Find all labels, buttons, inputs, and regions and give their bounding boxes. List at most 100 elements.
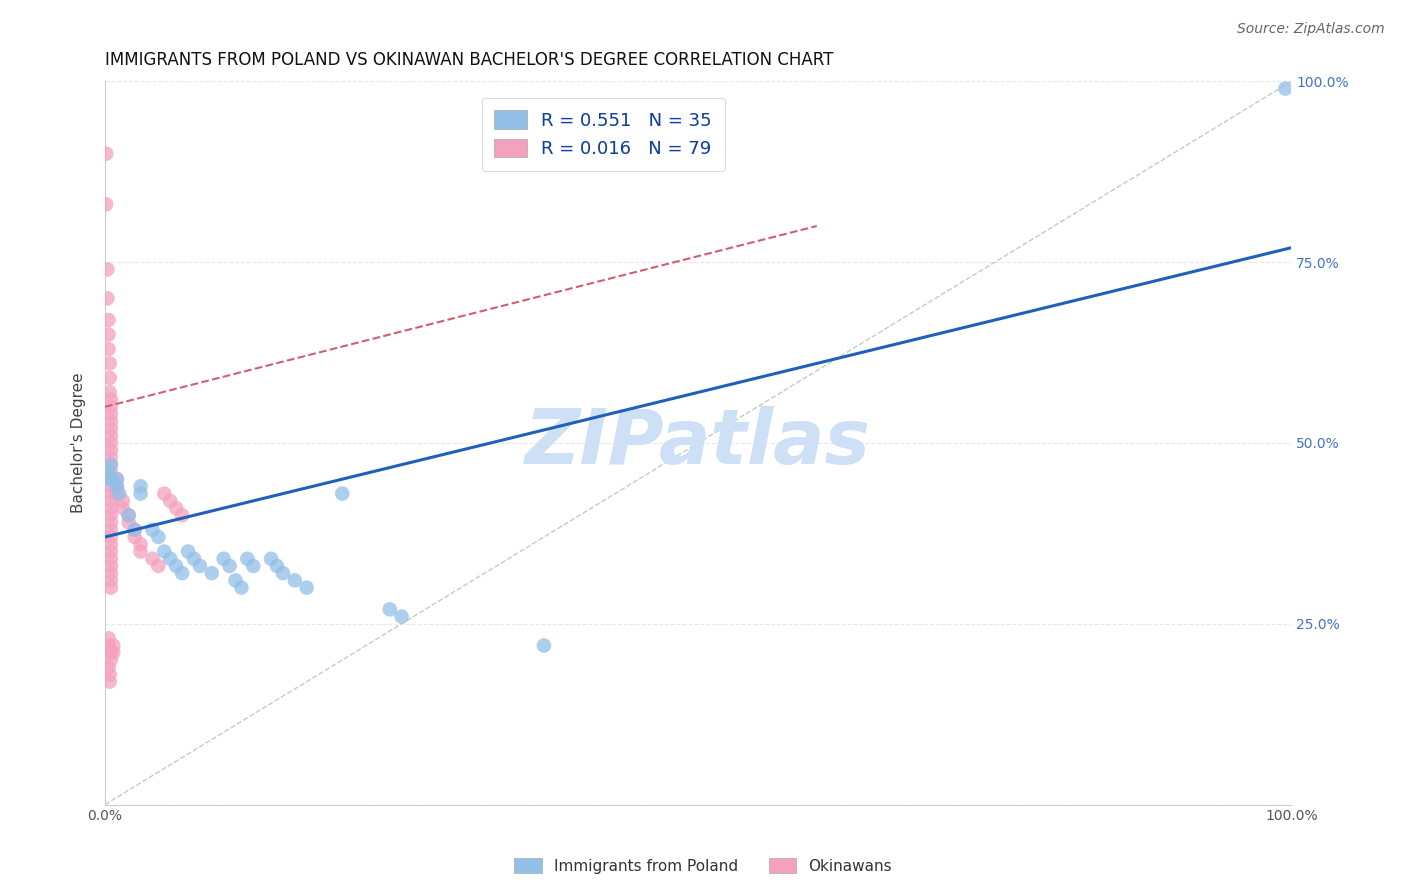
Point [98,674,121,689]
Point [100,450,122,465]
Point [111,501,134,516]
Point [148,558,170,573]
Point [100,407,122,421]
Point [165,558,187,573]
Text: Source: ZipAtlas.com: Source: ZipAtlas.com [1237,22,1385,37]
Point [212,551,235,566]
Point [97,472,120,486]
Point [100,465,122,479]
Point [118,508,141,523]
Point [100,653,122,667]
Point [153,544,176,558]
Point [100,472,122,486]
Point [97,313,120,327]
Point [1274,81,1296,95]
Point [100,516,122,530]
Point [100,392,122,407]
Point [231,581,253,595]
Point [100,551,122,566]
Text: ZIPatlas: ZIPatlas [526,406,872,480]
Point [97,660,120,674]
Point [236,551,259,566]
Point [100,493,122,508]
Point [100,443,122,458]
Point [172,508,194,523]
Point [100,523,122,537]
Point [242,558,264,573]
Y-axis label: Bachelor's Degree: Bachelor's Degree [72,373,86,513]
Point [96,146,118,161]
Point [118,516,141,530]
Point [148,530,170,544]
Point [141,551,163,566]
Point [98,667,121,681]
Point [100,558,122,573]
Point [105,479,128,493]
Point [124,530,146,544]
Point [100,414,122,428]
Point [266,558,288,573]
Legend: R = 0.551   N = 35, R = 0.016   N = 79: R = 0.551 N = 35, R = 0.016 N = 79 [482,97,724,170]
Point [100,537,122,551]
Point [100,530,122,544]
Point [141,523,163,537]
Point [124,523,146,537]
Point [330,486,353,500]
Point [96,197,118,211]
Text: IMMIGRANTS FROM POLAND VS OKINAWAN BACHELOR'S DEGREE CORRELATION CHART: IMMIGRANTS FROM POLAND VS OKINAWAN BACHE… [105,51,834,69]
Point [98,371,121,385]
Point [98,385,121,400]
Point [100,508,122,523]
Point [159,493,181,508]
Point [533,639,555,653]
Point [97,639,120,653]
Point [103,639,125,653]
Point [97,342,120,356]
Point [105,479,128,493]
Point [295,581,318,595]
Point [118,508,141,523]
Point [96,262,118,277]
Point [183,551,205,566]
Point [100,486,122,500]
Point [100,421,122,435]
Point [100,472,122,486]
Point [224,574,246,588]
Point [100,581,122,595]
Point [105,472,128,486]
Point [129,544,152,558]
Point [97,327,120,342]
Point [284,574,307,588]
Point [391,609,413,624]
Point [105,472,128,486]
Point [100,646,122,660]
Point [98,356,121,370]
Point [378,602,401,616]
Point [165,501,187,516]
Point [153,486,176,500]
Point [100,400,122,414]
Point [96,291,118,305]
Point [188,558,211,573]
Point [172,566,194,581]
Point [108,486,131,500]
Point [100,458,122,472]
Point [97,632,120,646]
Point [129,479,152,493]
Point [100,479,122,493]
Point [129,537,152,551]
Point [97,465,120,479]
Point [124,523,146,537]
Point [177,544,200,558]
Point [103,646,125,660]
Point [201,566,224,581]
Point [100,458,122,472]
Point [100,429,122,443]
Point [271,566,294,581]
Point [100,501,122,516]
Point [260,551,283,566]
Point [100,544,122,558]
Point [100,436,122,450]
Legend: Immigrants from Poland, Okinawans: Immigrants from Poland, Okinawans [508,852,898,880]
Point [100,566,122,581]
